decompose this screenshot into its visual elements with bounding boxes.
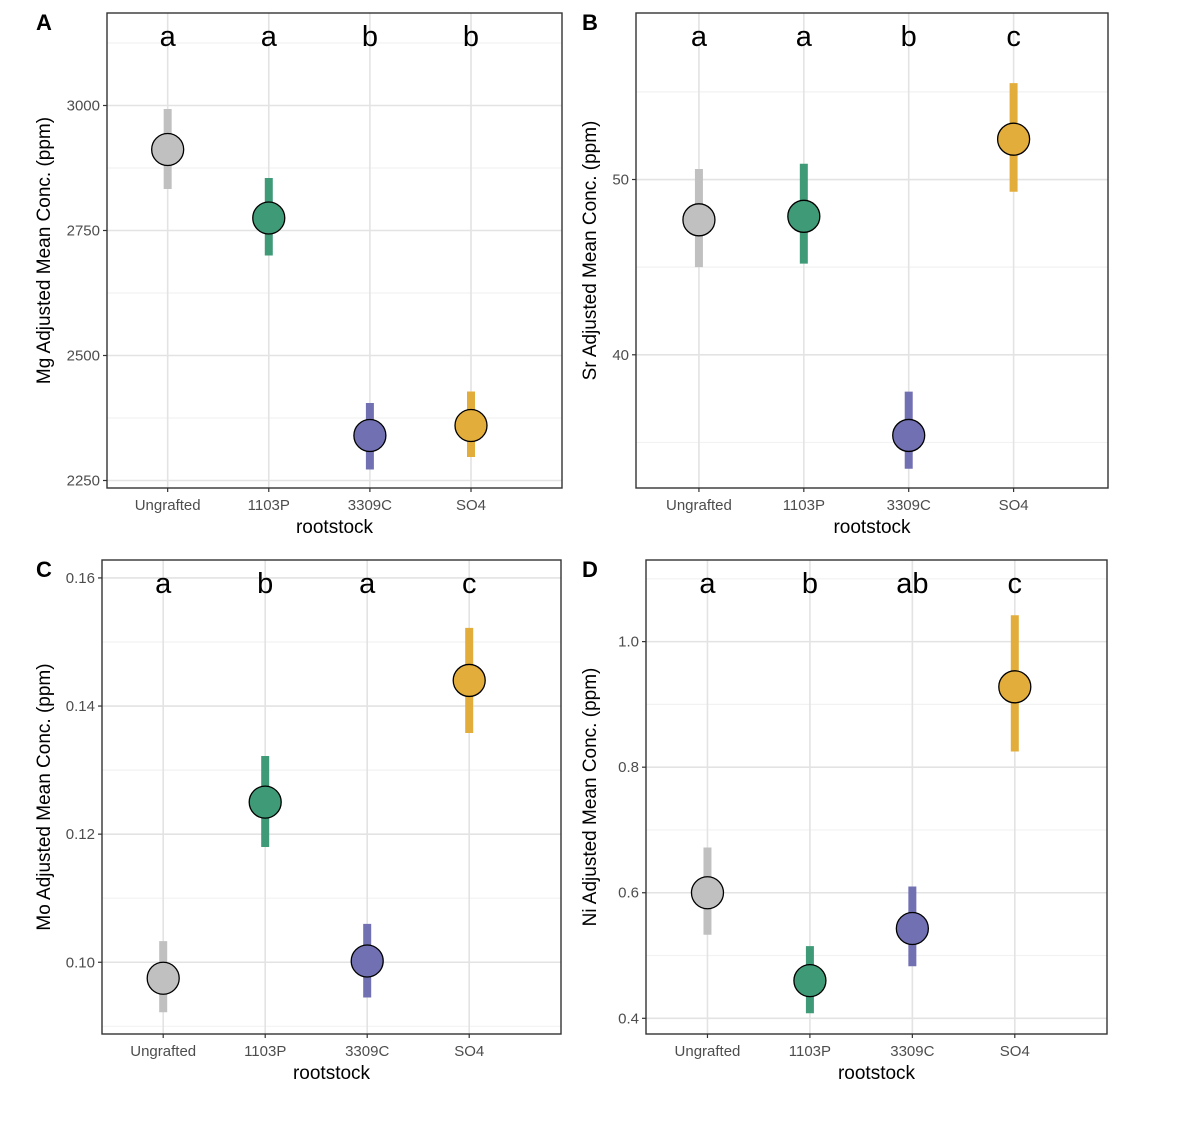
mean-point-ungrafted [682, 203, 716, 237]
panel-c: 0.10 0.12 0.14 0.16 Ungrafted 1103P 3309C SO4 ro… [34, 557, 562, 1084]
y-tick-label: 0.10 [66, 954, 95, 971]
mean-point-3309c [895, 911, 930, 946]
y-tick-label: 0.16 [66, 570, 95, 587]
x-axis-title: rootstock [838, 1063, 916, 1084]
y-axis-title: Sr Adjusted Mean Conc. (ppm) [580, 121, 601, 381]
y-tick-label: 0.4 [618, 1010, 639, 1027]
significance-letter: b [257, 568, 273, 600]
mean-point-1103p [793, 963, 827, 998]
panel-a: 2250 2500 2750 3000 Ungrafted 1103P 3309C SO4 ro… [34, 10, 563, 538]
significance-letter: c [1006, 21, 1021, 53]
panel-b: 40 50 Ungrafted 1103P 3309C SO4 rootstock Sr Ad… [580, 10, 1109, 538]
x-tick-label: 3309C [345, 1043, 389, 1060]
x-tick-label: Ungrafted [130, 1043, 196, 1060]
panel-frame [635, 12, 1109, 489]
x-axis-title: rootstock [293, 1063, 371, 1084]
x-tick-label: SO4 [1000, 1043, 1030, 1060]
significance-letter: a [160, 21, 177, 53]
mean-point-1103p [248, 785, 282, 819]
significance-letter: b [362, 21, 378, 53]
x-tick-label: Ungrafted [675, 1043, 741, 1060]
panel-frame [645, 559, 1108, 1035]
significance-letter: a [691, 21, 708, 53]
mean-point-so4 [454, 408, 488, 443]
y-tick-label: 40 [612, 347, 629, 364]
significance-letter: a [359, 568, 376, 600]
mean-point-1103p [252, 201, 286, 235]
y-tick-label: 1.0 [618, 634, 639, 651]
y-tick-label: 0.8 [618, 759, 639, 776]
y-axis-title: Mo Adjusted Mean Conc. (ppm) [34, 663, 55, 930]
y-tick-label: 3000 [67, 98, 100, 115]
panel-frame [106, 12, 563, 489]
significance-letter: a [155, 568, 172, 600]
y-tick-label: 2750 [67, 223, 100, 240]
y-tick-label: 50 [612, 172, 629, 189]
x-tick-label: 3309C [887, 497, 931, 514]
significance-letter: c [1008, 568, 1023, 600]
panel-label: A [36, 10, 52, 35]
x-tick-label: Ungrafted [135, 497, 201, 514]
mean-point-so4 [452, 663, 486, 698]
significance-letter: ab [896, 568, 928, 600]
y-tick-label: 2500 [67, 348, 100, 365]
panel-label: C [36, 557, 52, 582]
mean-point-so4 [996, 122, 1031, 156]
x-tick-label: 1103P [789, 1043, 831, 1060]
significance-letter: b [802, 568, 818, 600]
x-tick-label: Ungrafted [666, 497, 732, 514]
x-tick-label: SO4 [456, 497, 486, 514]
significance-letter: b [463, 21, 479, 53]
x-tick-label: 1103P [248, 497, 290, 514]
x-tick-label: 3309C [890, 1043, 934, 1060]
panel-label: B [582, 10, 598, 35]
mean-point-so4 [998, 670, 1032, 704]
x-axis-title: rootstock [833, 517, 911, 538]
mean-point-ungrafted [690, 876, 725, 910]
mean-point-3309c [350, 944, 384, 978]
mean-point-3309c [892, 418, 926, 453]
significance-letter: a [699, 568, 716, 600]
x-tick-label: SO4 [999, 497, 1029, 514]
mean-point-1103p [787, 199, 821, 233]
x-axis-title: rootstock [296, 517, 374, 538]
y-tick-label: 2250 [67, 473, 100, 490]
x-tick-label: SO4 [454, 1043, 484, 1060]
panel-label: D [582, 557, 598, 582]
significance-letter: c [462, 568, 477, 600]
y-tick-label: 0.6 [618, 885, 639, 902]
y-axis-title: Ni Adjusted Mean Conc. (ppm) [580, 668, 601, 927]
x-tick-label: 3309C [348, 497, 392, 514]
significance-letter: a [796, 21, 813, 53]
x-tick-label: 1103P [783, 497, 825, 514]
mean-point-ungrafted [146, 961, 180, 995]
panel-d: 0.4 0.6 0.8 1.0 Ungrafted 1103P 3309C SO4 rootst… [580, 557, 1108, 1084]
x-tick-label: 1103P [244, 1043, 286, 1060]
significance-letter: a [261, 21, 278, 53]
y-tick-label: 0.14 [66, 698, 95, 715]
mean-point-3309c [353, 418, 387, 453]
mean-point-ungrafted [151, 132, 185, 167]
significance-letter: b [901, 21, 917, 53]
panel-frame [101, 559, 562, 1035]
y-axis-title: Mg Adjusted Mean Conc. (ppm) [34, 117, 55, 384]
y-tick-label: 0.12 [66, 826, 95, 843]
